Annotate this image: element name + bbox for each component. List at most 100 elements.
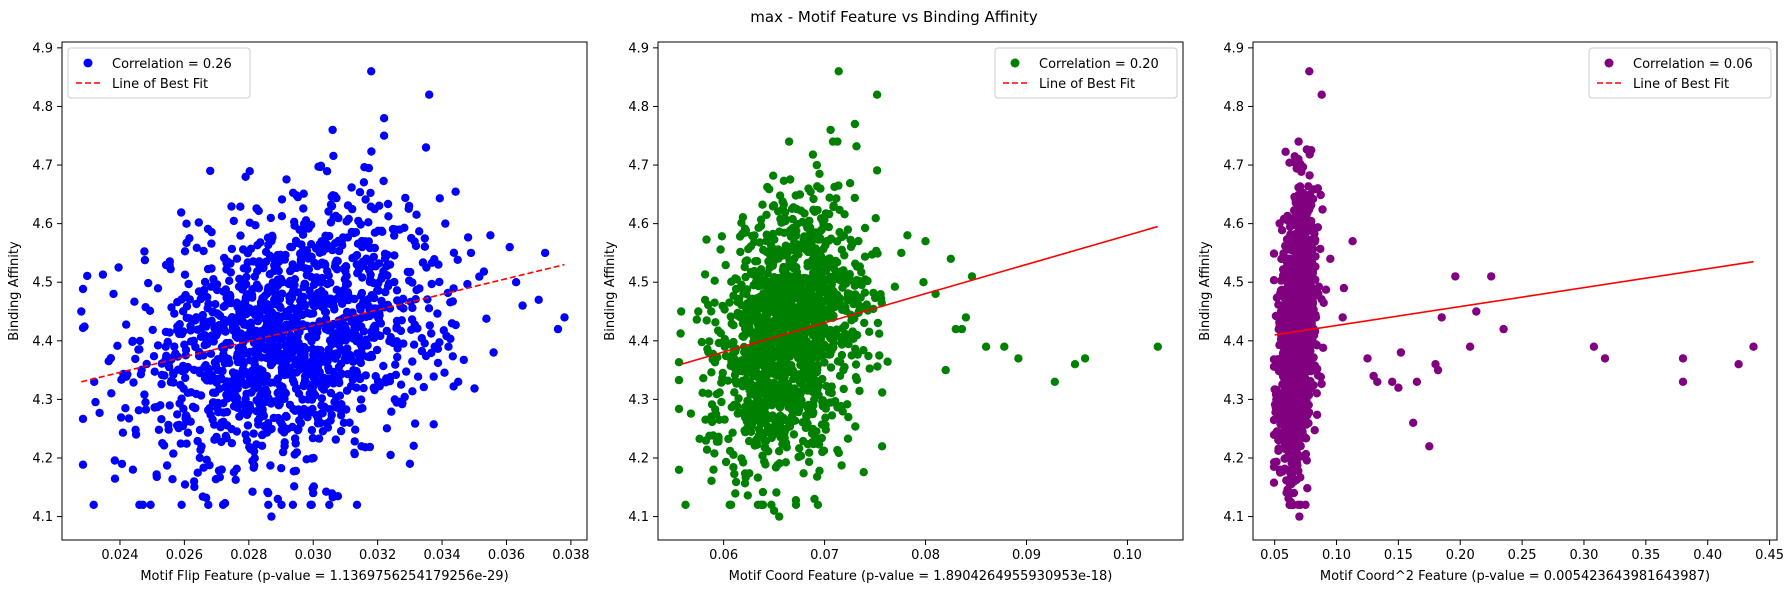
data-point [186, 321, 195, 331]
data-point [80, 322, 89, 331]
data-point [746, 296, 755, 305]
data-point [140, 255, 150, 265]
data-point [1306, 263, 1316, 272]
data-point [241, 172, 250, 181]
data-point [301, 365, 310, 374]
data-point [293, 192, 303, 202]
data-point [198, 310, 207, 320]
data-point [810, 361, 819, 370]
data-point [329, 151, 338, 161]
data-point [711, 405, 720, 414]
data-point [749, 371, 758, 381]
data-point [425, 321, 434, 330]
data-point [852, 375, 862, 385]
data-point [803, 342, 812, 351]
data-point [1277, 301, 1287, 310]
data-point [454, 377, 463, 386]
data-point [1289, 488, 1299, 498]
data-point [810, 258, 819, 267]
data-point [173, 410, 182, 419]
data-point [755, 238, 764, 247]
data-point [853, 350, 862, 359]
data-point [232, 325, 241, 334]
data-point [354, 265, 364, 274]
data-point [135, 336, 145, 346]
data-point [833, 357, 843, 366]
data-point [695, 434, 704, 443]
data-point [890, 282, 900, 291]
data-point [121, 404, 130, 413]
data-point [1306, 329, 1316, 338]
data-point [336, 426, 346, 436]
data-point [194, 218, 203, 227]
data-point [730, 469, 739, 479]
data-point [153, 341, 163, 350]
data-point [760, 443, 769, 452]
data-point [185, 234, 194, 243]
data-point [709, 465, 718, 474]
y-tick-label: 4.3 [32, 393, 53, 408]
data-point [804, 216, 814, 226]
data-point [306, 309, 315, 318]
data-point [785, 422, 795, 431]
data-point [785, 256, 794, 266]
data-point [367, 333, 376, 342]
data-point [804, 361, 813, 370]
data-point [366, 188, 375, 198]
data-point [873, 362, 882, 371]
data-point [779, 301, 788, 310]
data-point [343, 288, 353, 297]
data-point [778, 416, 787, 425]
data-point [753, 393, 762, 403]
data-point [859, 346, 868, 355]
data-point [154, 425, 164, 434]
data-point [220, 253, 229, 263]
data-point [301, 264, 310, 273]
data-point [241, 280, 251, 289]
data-point [674, 404, 684, 414]
data-point [919, 278, 928, 287]
data-point [356, 305, 365, 314]
data-point [794, 273, 804, 282]
data-point [803, 419, 812, 428]
data-point [1311, 310, 1320, 319]
legend-box [994, 47, 1178, 99]
data-point [717, 397, 726, 407]
data-point [821, 288, 831, 298]
data-point [408, 278, 417, 287]
data-point [162, 461, 172, 470]
data-point [489, 348, 498, 357]
data-point [263, 233, 273, 242]
data-point [786, 175, 795, 184]
data-point [296, 255, 306, 264]
data-point [333, 374, 343, 383]
data-point [860, 288, 870, 297]
data-point [77, 307, 86, 316]
data-point [780, 248, 790, 257]
x-tick-label: 0.10 [1322, 548, 1351, 563]
data-point [197, 442, 206, 451]
data-point [1297, 167, 1306, 176]
data-point [213, 328, 222, 337]
data-point [399, 304, 408, 313]
data-point [878, 388, 887, 397]
data-point [814, 381, 824, 390]
data-point [181, 345, 191, 355]
data-point [140, 247, 149, 256]
data-point [276, 303, 285, 312]
data-point [342, 217, 351, 226]
data-point [877, 442, 887, 451]
data-point [827, 284, 836, 293]
x-tick-label: 0.30 [1570, 548, 1599, 563]
data-point [838, 303, 847, 312]
data-point [1277, 226, 1287, 235]
data-point [191, 403, 200, 413]
data-point [399, 339, 408, 348]
data-point [251, 350, 261, 359]
data-point [278, 447, 288, 457]
data-point [165, 257, 174, 266]
data-point [225, 358, 234, 368]
data-point [780, 269, 789, 278]
data-point [255, 257, 264, 266]
